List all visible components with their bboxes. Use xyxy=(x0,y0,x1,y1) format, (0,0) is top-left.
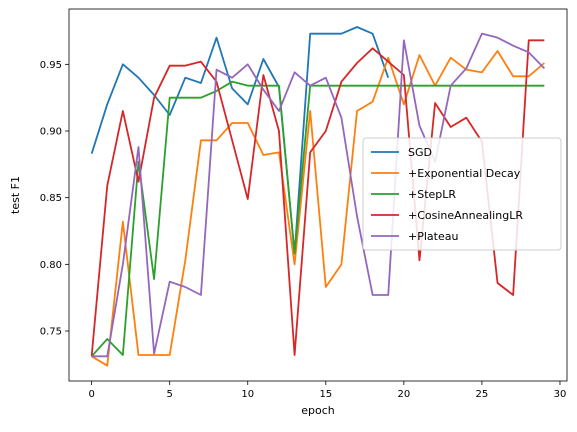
series-line-2 xyxy=(90,80,545,357)
y-tick-label: 0.95 xyxy=(40,60,62,71)
x-tick-label: 30 xyxy=(554,389,567,400)
legend-label-3: +CosineAnnealingLR xyxy=(408,209,523,222)
x-tick-label: 20 xyxy=(397,389,410,400)
y-axis-ticks: 0.75 0.80 0.85 0.90 0.95 xyxy=(40,60,69,338)
y-tick-label: 0.85 xyxy=(40,193,62,204)
x-tick-label: 5 xyxy=(167,389,173,400)
y-tick-label: 0.90 xyxy=(40,127,62,138)
y-tick-label: 0.75 xyxy=(40,327,62,338)
series-line-0 xyxy=(90,26,390,255)
legend-label-4: +Plateau xyxy=(408,230,458,243)
legend-label-2: +StepLR xyxy=(408,188,456,201)
x-axis-label: epoch xyxy=(301,404,335,417)
legend-label-0: SGD xyxy=(408,146,432,159)
y-tick-label: 0.80 xyxy=(40,260,62,271)
x-tick-label: 0 xyxy=(88,389,94,400)
x-tick-label: 25 xyxy=(476,389,489,400)
legend-label-1: +Exponential Decay xyxy=(408,167,521,180)
legend-box xyxy=(362,137,562,251)
x-tick-label: 10 xyxy=(241,389,254,400)
series-line-4 xyxy=(91,32,546,358)
plot-lines xyxy=(90,26,546,367)
series-line-3 xyxy=(90,39,545,357)
plot-frame xyxy=(68,8,568,382)
x-tick-label: 15 xyxy=(319,389,332,400)
x-axis-ticks: 0 5 10 15 20 25 30 xyxy=(88,381,566,400)
series-line-1 xyxy=(91,50,545,367)
legend: SGD +Exponential Decay +StepLR +CosineAnnea… xyxy=(362,137,562,251)
y-axis-label: test F1 xyxy=(9,176,22,214)
